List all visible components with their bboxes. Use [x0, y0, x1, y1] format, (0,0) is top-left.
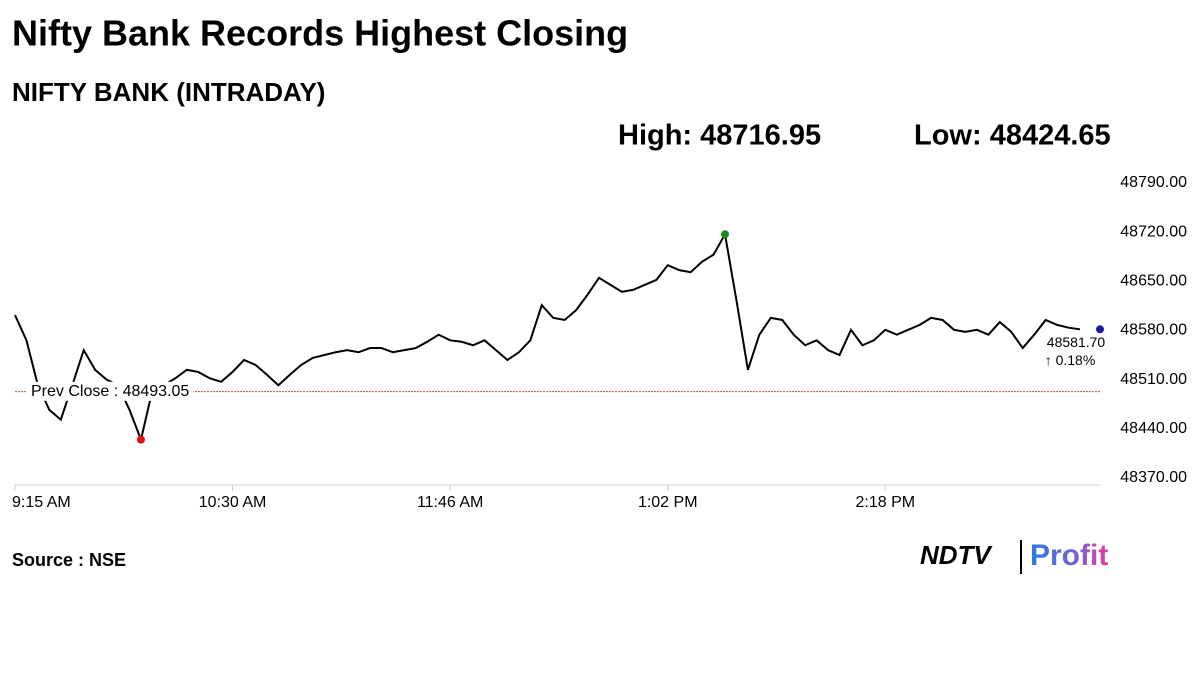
source-note: Source : NSE: [12, 550, 126, 570]
price-line: [14, 231, 1081, 444]
y-tick-label: 48440.00: [1120, 420, 1187, 437]
y-tick-label: 48580.00: [1120, 322, 1187, 339]
y-tick-label: 48650.00: [1120, 273, 1187, 290]
logo-product: Profit: [1030, 539, 1108, 572]
y-tick-label: 48790.00: [1120, 174, 1187, 191]
chart-subtitle: NIFTY BANK (INTRADAY): [12, 77, 325, 107]
x-tick-label: 11:46 AM: [417, 494, 483, 511]
change-label: ↑ 0.18%: [1045, 352, 1096, 368]
high-text: High: 48716.95: [618, 120, 821, 152]
x-tick-label: 9:15 AM: [12, 494, 71, 511]
prev-close-label-bg: [27, 381, 194, 401]
last-marker: [1096, 325, 1104, 334]
y-tick-label: 48510.00: [1120, 371, 1187, 388]
low-text: Low: 48424.65: [914, 120, 1111, 152]
chart-title: Nifty Bank Records Highest Closing: [12, 13, 628, 54]
y-tick-label: 48370.00: [1120, 469, 1187, 486]
x-tick-label: 2:18 PM: [856, 494, 916, 511]
y-tick-label: 48720.00: [1120, 223, 1187, 240]
x-tick-label: 1:02 PM: [638, 494, 698, 511]
prev-close-label: Prev Close : 48493.05: [31, 383, 189, 400]
high-marker: [721, 230, 729, 239]
x-tick-label: 10:30 AM: [199, 494, 267, 511]
last-value-label: 48581.70: [1047, 334, 1106, 350]
low-marker: [136, 435, 145, 444]
logo-brand: NDTV: [920, 540, 993, 570]
